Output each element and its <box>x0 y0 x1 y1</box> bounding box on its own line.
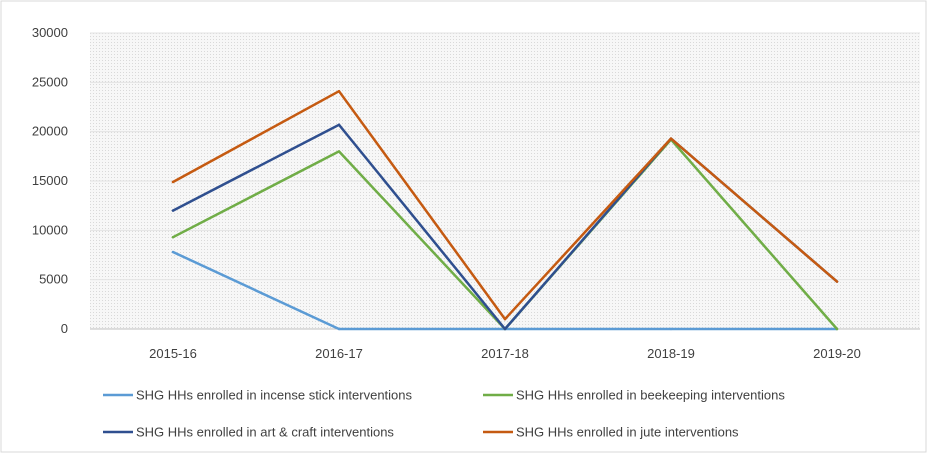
data-point <box>171 236 175 239</box>
y-tick-label: 5000 <box>39 272 68 287</box>
legend-label: SHG HHs enrolled in incense stick interv… <box>136 388 413 403</box>
data-point <box>337 90 341 93</box>
data-point <box>835 280 839 283</box>
data-point <box>337 327 341 331</box>
legend-item: SHG HHs enrolled in jute interventions <box>483 425 739 440</box>
x-tick-label: 2017-18 <box>481 346 529 361</box>
legend-label: SHG HHs enrolled in beekeeping intervent… <box>516 388 785 403</box>
x-tick-label: 2019-20 <box>813 346 861 361</box>
legend-label: SHG HHs enrolled in art & craft interven… <box>136 425 394 440</box>
legend-item: SHG HHs enrolled in incense stick interv… <box>103 388 413 403</box>
y-tick-label: 0 <box>61 321 68 336</box>
legend: SHG HHs enrolled in incense stick interv… <box>103 388 785 440</box>
data-point <box>171 209 175 212</box>
y-tick-label: 10000 <box>32 222 68 237</box>
data-point <box>171 180 175 184</box>
legend-item: SHG HHs enrolled in art & craft interven… <box>103 425 394 440</box>
y-axis: 0 5000 10000 15000 20000 25000 30000 <box>32 25 68 336</box>
data-point <box>835 327 839 331</box>
x-axis: 2015-16 2016-17 2017-18 2018-19 2019-20 <box>149 346 861 361</box>
y-tick-label: 15000 <box>32 173 68 188</box>
y-tick-label: 30000 <box>32 25 68 40</box>
y-tick-label: 20000 <box>32 124 68 139</box>
series-lines <box>171 89 839 331</box>
x-tick-label: 2018-19 <box>647 346 695 361</box>
legend-label: SHG HHs enrolled in jute interventions <box>516 425 739 440</box>
data-point <box>171 250 175 254</box>
data-point <box>669 137 673 140</box>
gridlines <box>90 32 920 330</box>
y-tick-label: 25000 <box>32 74 68 89</box>
data-point <box>503 327 507 331</box>
legend-item: SHG HHs enrolled in beekeeping intervent… <box>483 388 785 403</box>
x-tick-label: 2015-16 <box>149 346 197 361</box>
data-point <box>337 123 341 126</box>
data-point <box>503 317 507 321</box>
data-point <box>669 327 673 331</box>
data-point <box>337 150 341 153</box>
x-tick-label: 2016-17 <box>315 346 363 361</box>
